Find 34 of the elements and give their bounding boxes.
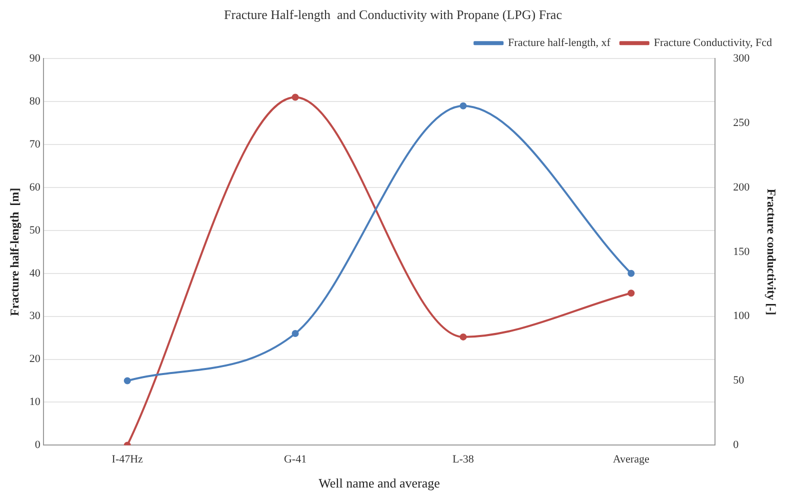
y2-tick-label: 300 (733, 52, 750, 64)
y2-tick-label: 150 (733, 246, 750, 258)
y2-tick-label: 50 (733, 374, 745, 387)
legend-label: Fracture Conductivity, Fcd (654, 36, 772, 49)
point (460, 333, 467, 340)
x-axis-title: Well name and average (318, 476, 440, 491)
point (124, 377, 131, 384)
y-tick-label: 20 (29, 353, 41, 366)
y-tick-label: 60 (29, 181, 41, 194)
y-axis-title: Fracture half-length [m] (7, 188, 22, 316)
point (460, 102, 467, 110)
point (292, 94, 299, 101)
legend-label: Fracture half-length, xf (508, 36, 611, 49)
point (628, 270, 635, 277)
y-tick-label: 40 (29, 267, 41, 280)
x-tick-label: G-41 (284, 454, 307, 466)
point (628, 290, 635, 297)
y-tick-label: 50 (29, 224, 41, 236)
y-tick-label: 90 (29, 52, 41, 64)
x-tick-label: I-47Hz (112, 454, 144, 466)
y2-tick-label: 250 (733, 116, 750, 129)
y-tick-label: 30 (29, 310, 41, 322)
y-tick-label: 0 (34, 439, 41, 452)
point (292, 330, 299, 338)
y2-tick-label: 200 (733, 181, 750, 194)
y2-axis-title: Fracture conductivity [-] (764, 188, 779, 316)
y2-tick-label: 0 (733, 439, 740, 452)
x-tick-label: L-38 (452, 454, 474, 466)
y-tick-label: 70 (29, 138, 41, 150)
y-tick-label: 80 (29, 95, 41, 108)
y-tick-label: 10 (29, 396, 41, 408)
y2-tick-label: 100 (733, 310, 750, 322)
x-tick-label: Average (612, 454, 650, 466)
chart-title: Fracture Half-length and Conductivity with Propane (LPG) Frac (224, 7, 562, 22)
